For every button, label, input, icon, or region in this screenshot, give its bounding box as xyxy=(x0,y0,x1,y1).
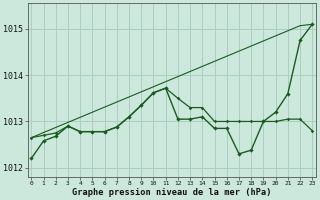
X-axis label: Graphe pression niveau de la mer (hPa): Graphe pression niveau de la mer (hPa) xyxy=(72,188,272,197)
